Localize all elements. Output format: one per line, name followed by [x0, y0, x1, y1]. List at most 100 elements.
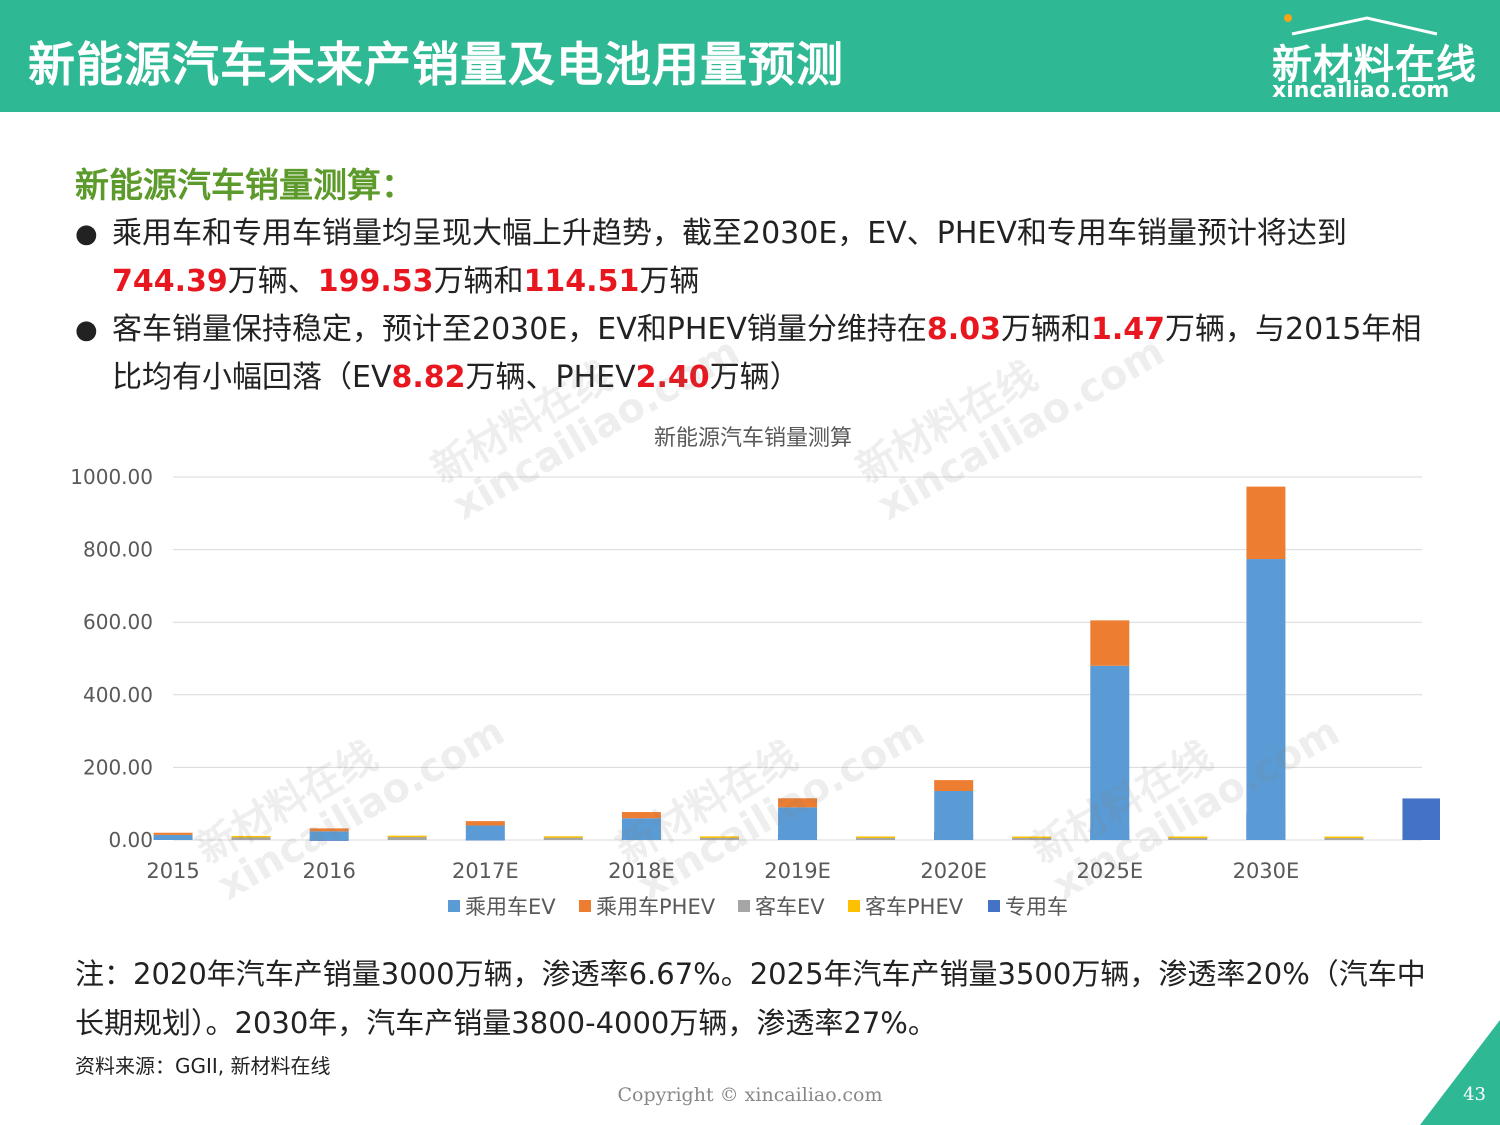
bar-segment — [856, 837, 896, 840]
bullet-text-1: 乘用车和专用车销量均呈现大幅上升趋势，截至2030E，EV、PHEV和专用车销量… — [112, 210, 1435, 306]
x-tick-label: 2015 — [146, 859, 199, 883]
highlight-value: 8.03 — [926, 312, 1001, 347]
bullet-point-2: ● 客车销量保持稳定，预计至2030E，EV和PHEV销量分维持在8.03万辆和… — [75, 306, 1435, 402]
bar-segment — [856, 836, 896, 838]
bar-segment — [465, 825, 505, 840]
chart-bars — [153, 486, 1440, 841]
legend-swatch — [579, 900, 591, 912]
section-title: 新能源汽车销量测算： — [75, 166, 415, 206]
legend-item: 客车EV — [738, 895, 825, 919]
chart-gridlines — [173, 476, 1422, 841]
bar-segment — [934, 790, 974, 840]
bar-segment — [621, 812, 661, 819]
bar-segment — [387, 835, 427, 838]
x-tick-label: 2018E — [608, 859, 675, 883]
bar-segment — [309, 839, 349, 841]
bar-segment — [387, 836, 427, 840]
chart-legend: 乘用车EV 乘用车PHEV 客车EV 客车PHEV 专用车 — [448, 895, 1068, 919]
bar-segment — [543, 836, 583, 838]
x-tick-label: 2030E — [1233, 859, 1300, 883]
bar-segment — [543, 836, 583, 840]
highlight-value: 2.40 — [635, 360, 710, 395]
bar-segment — [309, 831, 349, 840]
page-number: 43 — [1463, 1084, 1486, 1105]
page-title: 新能源汽车未来产销量及电池用量预测 — [28, 38, 844, 93]
y-tick-label: 800.00 — [83, 538, 153, 562]
bar-segment — [1246, 486, 1286, 560]
bar-segment — [1012, 837, 1052, 840]
brand-logo: 新材料在线 xincailiao.com — [1272, 12, 1476, 104]
x-tick-label: 2019E — [764, 859, 831, 883]
header-bar: 新能源汽车未来产销量及电池用量预测 新材料在线 xincailiao.com — [0, 0, 1500, 112]
bullet-segment: 万辆和 — [433, 264, 524, 299]
chart-title: 新能源汽车销量测算 — [654, 426, 852, 451]
bar-segment — [1246, 559, 1286, 840]
y-axis-ticks: 0.00 200.00 400.00 600.00 800.00 1000.00 — [70, 465, 153, 852]
bar-segment — [699, 836, 739, 838]
logo-name: 新材料在线 — [1272, 42, 1477, 88]
logo-roof-icon — [1284, 14, 1438, 36]
bar-segment — [778, 798, 818, 808]
legend-swatch — [738, 900, 750, 912]
bar-segment — [1402, 798, 1440, 840]
legend-swatch — [988, 900, 1000, 912]
x-tick-label: 2017E — [452, 859, 519, 883]
y-tick-label: 600.00 — [83, 610, 153, 634]
corner-triangle — [1420, 1020, 1500, 1125]
logo-url: xincailiao.com — [1272, 78, 1450, 103]
footnote: 注：2020年汽车产销量3000万辆，渗透率6.67%。2025年汽车产销量35… — [75, 957, 1426, 1040]
y-tick-label: 200.00 — [83, 755, 153, 779]
bar-segment — [1324, 837, 1364, 840]
bullet-segment: 客车销量保持稳定，预计至2030E，EV和PHEV销量分维持在 — [112, 312, 927, 347]
bar-segment — [1324, 836, 1364, 839]
bar-segment — [1090, 665, 1130, 840]
bar-segment — [621, 818, 661, 840]
x-tick-label: 2025E — [1076, 859, 1143, 883]
bar-segment — [1168, 836, 1208, 839]
y-tick-label: 1000.00 — [70, 465, 153, 489]
legend-label: 专用车 — [1005, 895, 1068, 919]
bar-segment — [1168, 837, 1208, 840]
bullet-segment: 万辆、 — [227, 264, 318, 299]
bar-segment — [778, 807, 818, 840]
legend-swatch — [848, 900, 860, 912]
bar-segment — [934, 780, 974, 791]
legend-swatch — [448, 900, 460, 912]
x-tick-label: 2020E — [920, 859, 987, 883]
legend-label: 客车EV — [755, 895, 825, 919]
bullet-segment: 万辆，与2015年相比均有小幅回落（EV — [112, 312, 1422, 395]
y-tick-label: 0.00 — [108, 828, 153, 852]
bullet-segment: 乘用车和专用车销量均呈现大幅上升趋势，截至2030E，EV、PHEV和专用车销量… — [112, 216, 1347, 251]
legend-label: 客车PHEV — [865, 895, 964, 919]
data-source: 资料来源：GGII, 新材料在线 — [75, 1054, 331, 1078]
bar-segment — [153, 834, 193, 840]
highlight-value: 114.51 — [523, 264, 640, 299]
x-tick-label: 2016 — [302, 859, 355, 883]
bullet-segment: 万辆、PHEV — [465, 360, 636, 395]
legend-label: 乘用车EV — [465, 895, 556, 919]
legend-item: 客车PHEV — [848, 895, 964, 919]
bar-segment — [231, 836, 271, 840]
legend-item: 乘用车EV — [448, 895, 556, 919]
legend-label: 乘用车PHEV — [596, 895, 716, 919]
bullet-dot-icon: ● — [75, 219, 98, 249]
highlight-value: 199.53 — [317, 264, 434, 299]
legend-item: 专用车 — [988, 895, 1068, 919]
bar-segment — [699, 836, 739, 840]
legend-item: 乘用车PHEV — [579, 895, 716, 919]
bar-segment — [1012, 836, 1052, 839]
sales-forecast-chart: 新能源汽车销量测算 0.00 200.00 400.00 600.00 800.00 10… — [70, 426, 1440, 919]
x-axis-ticks: 2015 2016 2017E 2018E 2019E 2020E 2025E 2030E — [146, 859, 1299, 883]
bullet-text-2: 客车销量保持稳定，预计至2030E，EV和PHEV销量分维持在8.03万辆和1.… — [112, 306, 1435, 402]
bar-segment — [309, 828, 349, 832]
bullet-point-1: ● 乘用车和专用车销量均呈现大幅上升趋势，截至2030E，EV、PHEV和专用车… — [75, 210, 1435, 306]
bullet-segment: 万辆和 — [1000, 312, 1091, 347]
bar-segment — [465, 821, 505, 826]
y-tick-label: 400.00 — [83, 683, 153, 707]
bar-segment — [231, 835, 271, 838]
bullet-segment: 万辆 — [639, 264, 700, 299]
bar-segment — [1090, 620, 1130, 666]
highlight-value: 8.82 — [391, 360, 466, 395]
copyright: Copyright © xincailiao.com — [617, 1084, 883, 1106]
highlight-value: 1.47 — [1090, 312, 1165, 347]
